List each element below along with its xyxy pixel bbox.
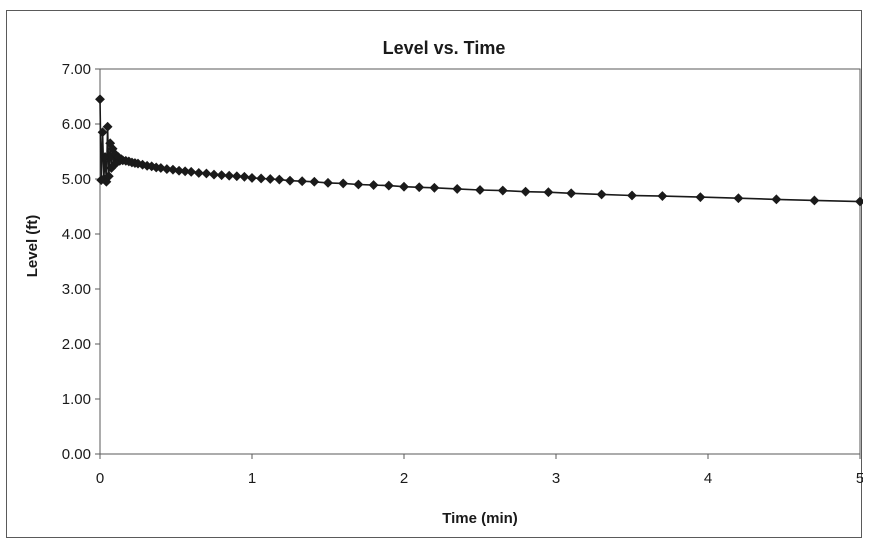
data-point bbox=[497, 185, 508, 196]
data-point bbox=[102, 121, 113, 132]
data-point bbox=[452, 183, 463, 194]
y-tick-label: 7.00 bbox=[62, 61, 91, 78]
data-point bbox=[285, 175, 295, 186]
data-point bbox=[353, 179, 364, 190]
plot-area bbox=[99, 68, 861, 455]
data-point bbox=[475, 185, 485, 195]
data-point bbox=[216, 170, 227, 181]
data-point bbox=[309, 176, 320, 187]
data-point bbox=[239, 171, 250, 182]
data-point bbox=[193, 168, 204, 178]
data-point bbox=[855, 196, 863, 207]
y-tick-label: 1.00 bbox=[62, 391, 91, 408]
tick-layer: 0.00 1.00 2.00 3.00 4.00 5.00 6.00 7.00 0 1 2 3 4 5 bbox=[62, 61, 863, 487]
series-layer bbox=[95, 94, 863, 207]
x-tick-label: 3 bbox=[552, 470, 560, 487]
chart-title: Level vs. Time bbox=[383, 38, 506, 58]
data-point bbox=[414, 182, 425, 193]
data-point bbox=[168, 164, 178, 175]
data-point bbox=[771, 194, 782, 205]
data-point bbox=[429, 182, 440, 193]
data-point bbox=[155, 163, 166, 173]
data-point bbox=[174, 165, 184, 176]
data-point bbox=[180, 166, 191, 177]
data-point bbox=[383, 180, 394, 191]
x-tick-label: 1 bbox=[248, 470, 256, 487]
data-point bbox=[338, 178, 349, 189]
data-point bbox=[596, 189, 607, 200]
data-point bbox=[809, 195, 820, 206]
y-tick-label: 6.00 bbox=[62, 116, 91, 133]
y-tick-label: 5.00 bbox=[62, 171, 91, 188]
x-tick-label: 0 bbox=[96, 470, 104, 487]
y-tick-label: 3.00 bbox=[62, 281, 91, 298]
data-point bbox=[368, 180, 379, 190]
data-point bbox=[297, 176, 308, 187]
chart-frame: Level vs. Time Level (ft) Time (min) 0.0… bbox=[6, 10, 863, 538]
data-point bbox=[265, 174, 276, 184]
data-point bbox=[543, 187, 554, 198]
data-point bbox=[161, 164, 172, 175]
data-point bbox=[209, 169, 219, 180]
y-tick-label: 4.00 bbox=[62, 226, 91, 243]
data-point bbox=[224, 170, 235, 181]
y-tick-label: 2.00 bbox=[62, 336, 91, 353]
chart: Level vs. Time Level (ft) Time (min) 0.0… bbox=[24, 38, 863, 527]
x-tick-label: 2 bbox=[400, 470, 408, 487]
data-point bbox=[201, 168, 212, 179]
data-point bbox=[100, 152, 110, 162]
x-tick-label: 4 bbox=[704, 470, 712, 487]
x-tick-label: 5 bbox=[856, 470, 863, 487]
data-point bbox=[399, 181, 409, 192]
data-point bbox=[231, 171, 242, 182]
data-point bbox=[186, 166, 197, 177]
y-tick-label: 0.00 bbox=[62, 446, 91, 463]
data-point bbox=[95, 94, 105, 105]
y-axis-label: Level (ft) bbox=[24, 215, 41, 278]
data-point bbox=[256, 173, 267, 184]
data-point bbox=[520, 186, 531, 197]
data-point bbox=[657, 191, 668, 201]
data-point bbox=[733, 193, 744, 204]
data-point bbox=[247, 172, 257, 183]
data-point bbox=[323, 177, 333, 188]
x-axis-label: Time (min) bbox=[442, 510, 518, 527]
data-point bbox=[566, 188, 577, 199]
data-point bbox=[103, 171, 114, 182]
data-point bbox=[97, 127, 108, 138]
data-point bbox=[274, 174, 285, 185]
data-point bbox=[695, 192, 706, 203]
data-point bbox=[627, 190, 637, 201]
